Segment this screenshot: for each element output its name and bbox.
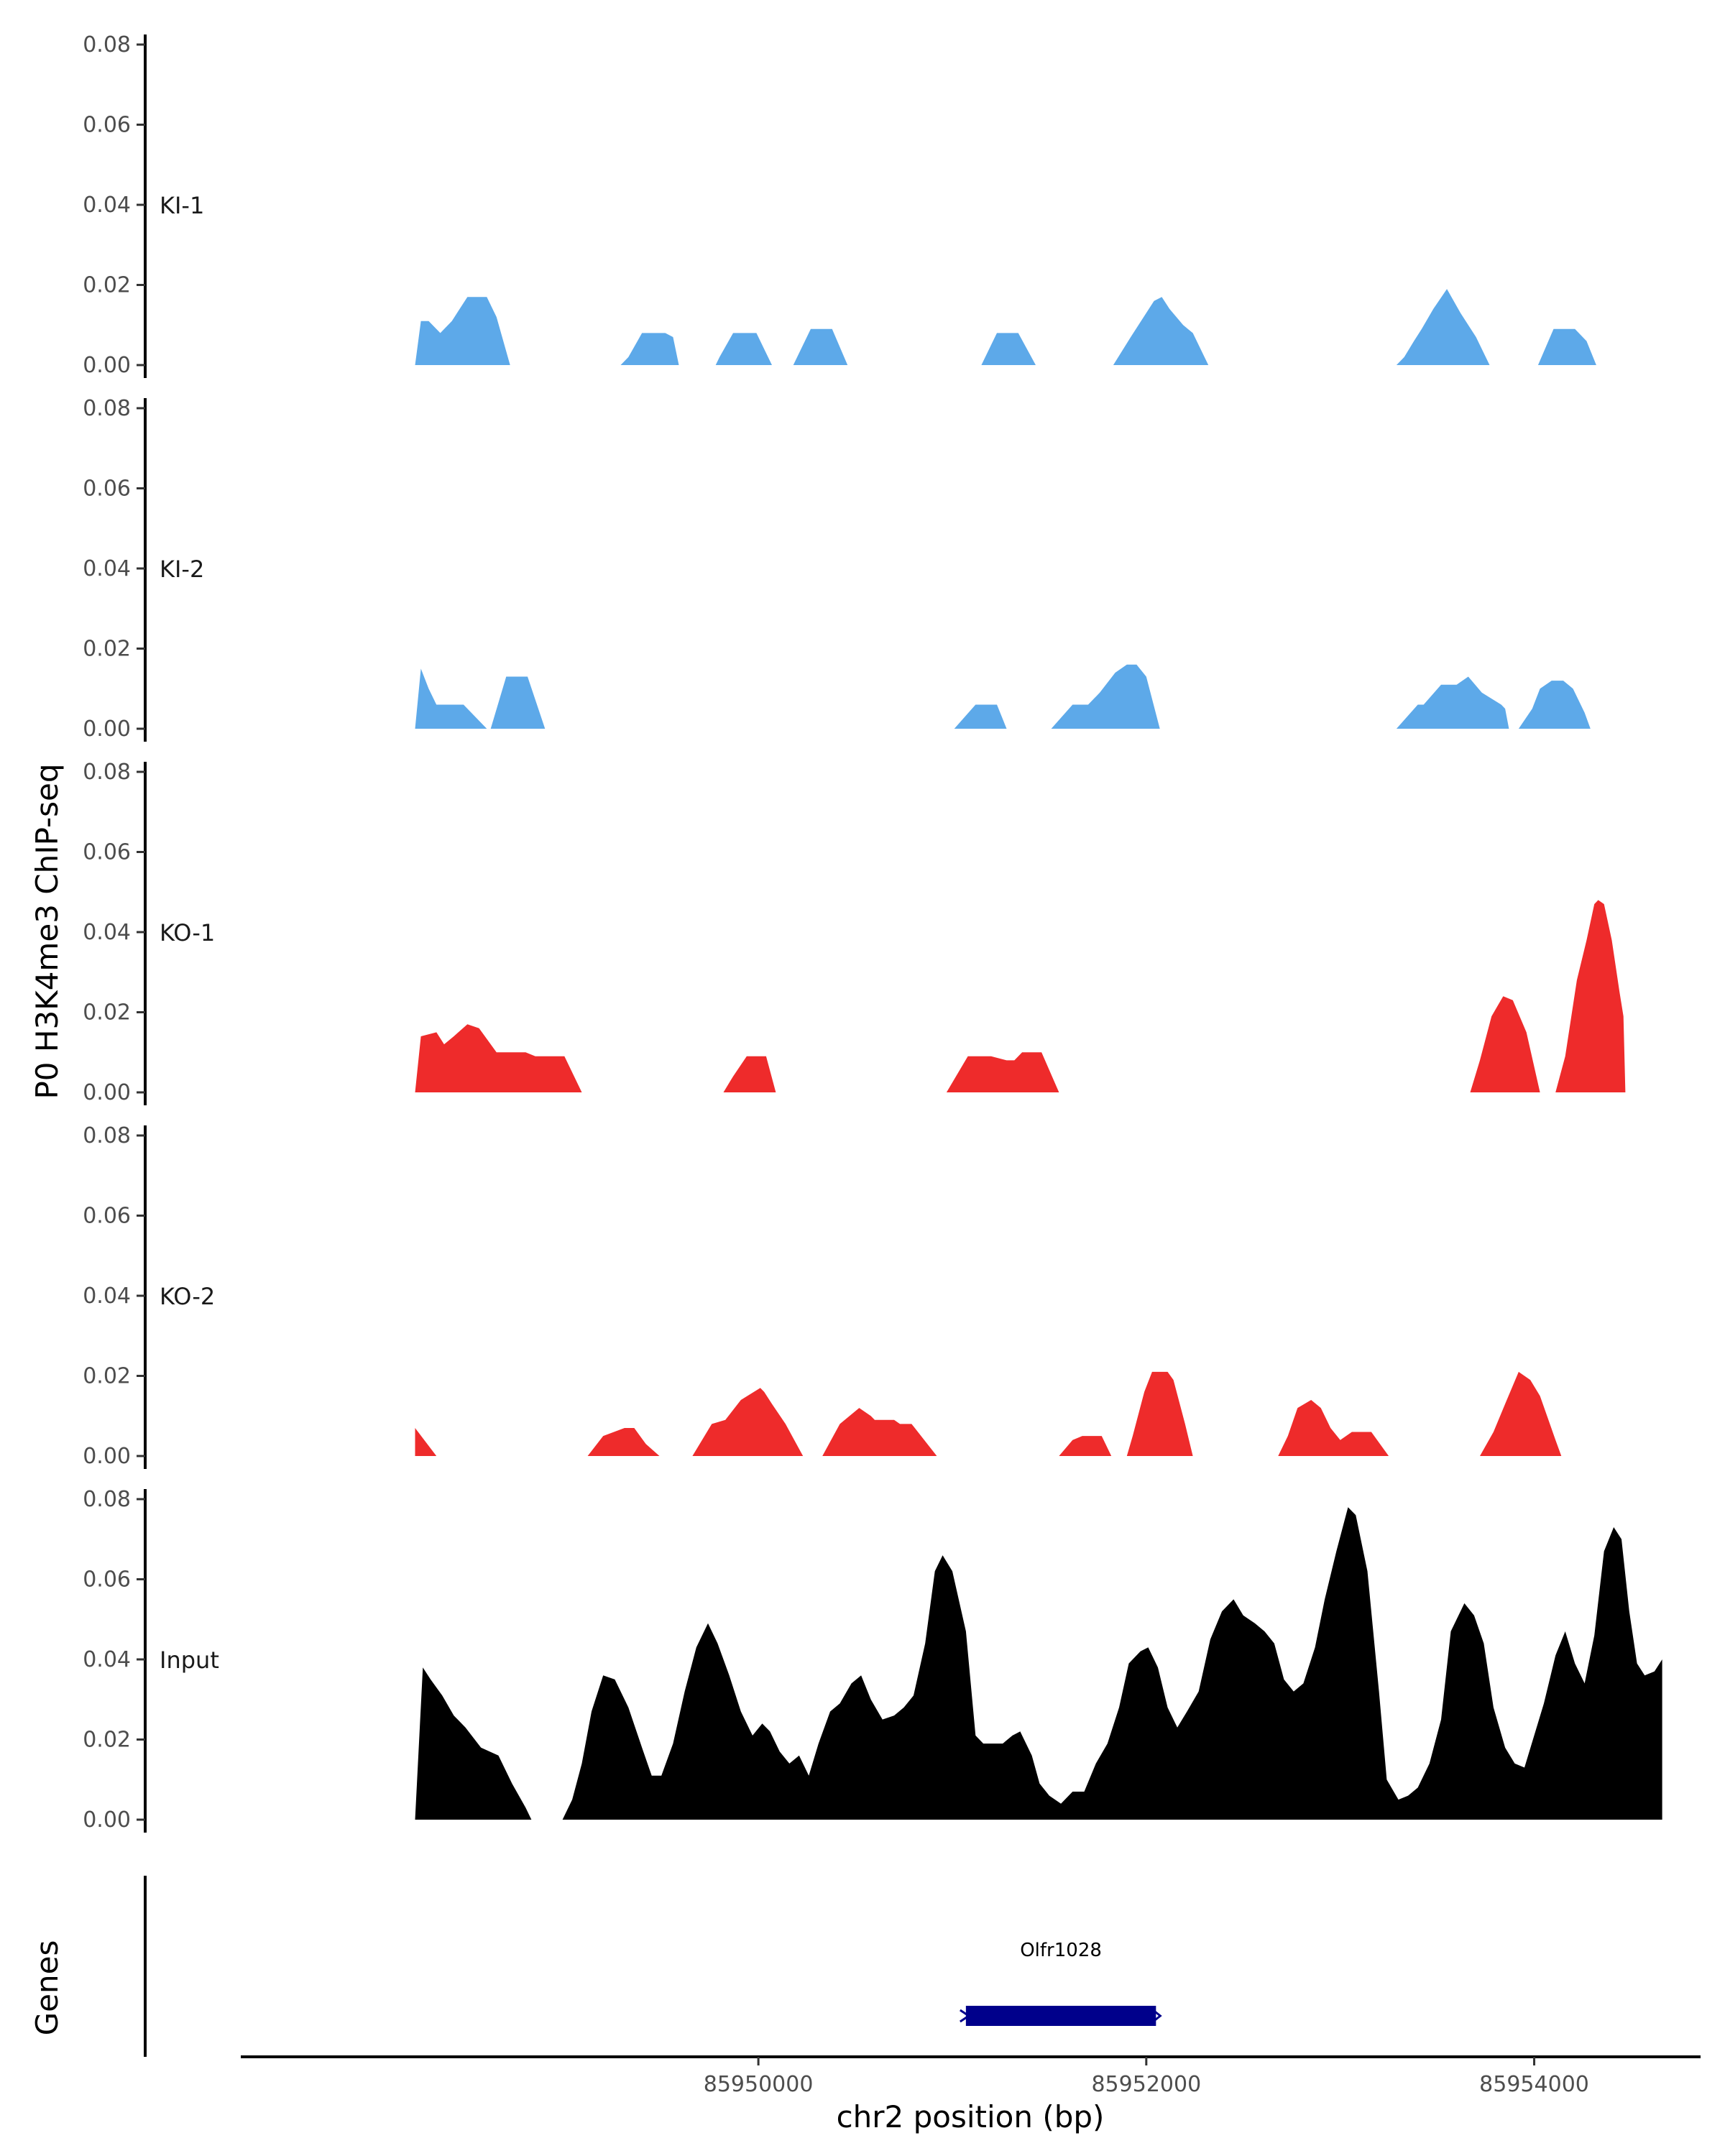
y-tick-label: 0.08 [83,32,131,57]
signal-area [415,1428,437,1456]
y-tick-label: 0.00 [83,353,131,378]
signal-area [1555,900,1626,1092]
signal-area [415,1667,532,1820]
track-ko-2: 0.00 0.02 0.04 0.06 0.08 KO-2 [83,1123,1562,1469]
signal-area [1113,297,1209,365]
y-tick-label: 0.02 [83,1364,131,1389]
track-ki-2: 0.00 0.02 0.04 0.06 0.08 KI-2 [83,396,1591,742]
signal-area [1396,289,1490,365]
track-ki-1: 0.00 0.02 0.04 0.06 0.08 KI-1 [83,32,1596,378]
y-tick-label: 0.00 [83,1080,131,1105]
signal-area [415,297,510,365]
signal-area [715,333,772,365]
track-label: KI-2 [160,556,204,583]
signal-area [587,1428,660,1456]
x-tick-label: 85954000 [1479,2072,1589,2097]
y-tick-label: 0.06 [83,1204,131,1229]
signal-area [1126,1371,1193,1456]
y-tick-label: 0.06 [83,113,131,138]
y-tick-label: 0.04 [83,1647,131,1672]
genes-panel: Olfr1028 [144,1876,1162,2057]
x-axis: 85950000 85952000 85954000 [241,2055,1701,2097]
signal-area [1470,996,1540,1092]
track-label: KI-1 [160,192,204,219]
signal-area [793,328,848,365]
y-tick-label: 0.04 [83,556,131,581]
signal-area [490,676,546,729]
y-tick-label: 0.08 [83,396,131,421]
signal-area [692,1388,804,1456]
y-tick-label: 0.00 [83,1807,131,1833]
tracks: 0.00 0.02 0.04 0.06 0.08 KI-1 0.00 0.02 0.04 0.06… [83,32,1662,1833]
y-tick-label: 0.02 [83,1000,131,1026]
y-tick-label: 0.02 [83,1728,131,1753]
signal-area [946,1052,1059,1092]
signal-area [415,1024,582,1092]
y-tick-label: 0.08 [83,1487,131,1512]
gene-olfr1028: Olfr1028 [960,1940,1162,2026]
x-axis-title: chr2 position (bp) [837,2099,1105,2134]
track-input: 0.00 0.02 0.04 0.06 0.08 Input [83,1487,1662,1833]
y-tick-label: 0.06 [83,840,131,865]
y-tick-label: 0.08 [83,760,131,785]
track-label: KO-1 [160,919,215,946]
signal-area [1278,1400,1389,1456]
gene-body [965,2006,1156,2026]
x-tick-label: 85950000 [704,2072,814,2097]
y-tick-label: 0.02 [83,273,131,298]
y-tick-label: 0.06 [83,1567,131,1593]
signal-area [822,1408,937,1456]
y-tick-label: 0.06 [83,476,131,502]
signal-area [954,704,1007,729]
y-tick-label: 0.02 [83,637,131,662]
signal-area [1480,1371,1562,1456]
signal-area [723,1056,776,1092]
genes-axis-title: Genes [29,1940,65,2036]
y-tick-label: 0.04 [83,920,131,945]
y-tick-label: 0.00 [83,717,131,742]
gene-label: Olfr1028 [1020,1940,1102,1961]
signal-area [1518,681,1591,729]
signal-area [981,333,1036,365]
signal-area [1051,664,1160,729]
track-ko-1: 0.00 0.02 0.04 0.06 0.08 KO-1 [83,760,1626,1105]
y-tick-label: 0.04 [83,1284,131,1309]
track-label: Input [160,1646,219,1674]
y-tick-label: 0.08 [83,1123,131,1148]
strand-arrow [960,2009,971,2023]
strand-arrow [1152,2009,1162,2023]
y-tick-label: 0.00 [83,1444,131,1469]
y-axis-title: P0 H3K4me3 ChIP-seq [29,763,65,1099]
signal-area [562,1507,1662,1820]
signal-area [415,668,487,729]
track-label: KO-2 [160,1283,215,1310]
x-tick-label: 85952000 [1091,2072,1201,2097]
signal-area [620,333,679,365]
y-tick-label: 0.04 [83,193,131,218]
signal-area [1537,328,1596,365]
signal-area [1059,1436,1112,1456]
signal-area [1396,676,1509,729]
